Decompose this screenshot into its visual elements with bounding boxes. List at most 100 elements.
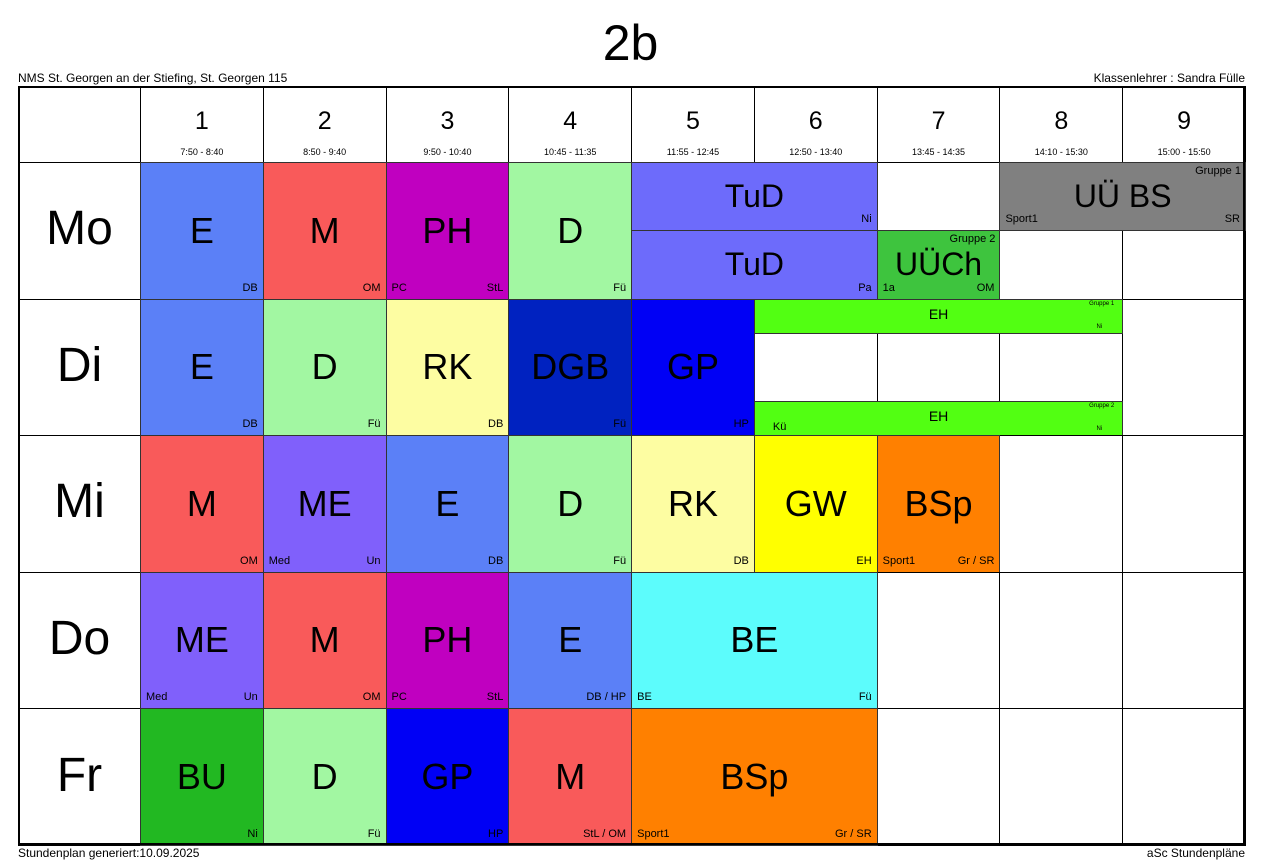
subject: UÜ BS xyxy=(1073,177,1172,214)
title: 2b xyxy=(602,15,659,71)
subject: DGB xyxy=(531,346,610,388)
room: BE xyxy=(637,691,652,704)
subject: M xyxy=(186,482,217,524)
room: Med xyxy=(268,554,291,567)
day-cell: Mi xyxy=(18,435,141,573)
period-time: 8:50 - 9:40 xyxy=(303,147,347,157)
teacher: HP xyxy=(733,418,749,431)
teacher: DB xyxy=(488,418,504,431)
subject: M xyxy=(309,619,340,661)
room: Sport1 xyxy=(1005,213,1038,226)
lesson: M OM xyxy=(262,571,387,710)
subject: M xyxy=(309,209,340,251)
lesson: RK DB xyxy=(385,298,510,437)
lesson: UÜ BS Gruppe 1 Sport1 SR xyxy=(999,162,1246,232)
period-time: 9:50 - 10:40 xyxy=(423,147,472,157)
subject: ME xyxy=(174,619,229,661)
subject: ME xyxy=(297,482,352,524)
school: NMS St. Georgen an der Stiefing, St. Geo… xyxy=(18,71,288,85)
period-number: 3 xyxy=(440,107,455,135)
teacher: Ni xyxy=(1096,426,1103,433)
teacher: HP xyxy=(488,827,504,840)
teacher: StL / OM xyxy=(583,827,627,840)
day-name: Di xyxy=(56,338,103,392)
teacher: Pa xyxy=(858,281,872,294)
day-cell: Mo xyxy=(18,162,141,300)
period-number: 1 xyxy=(194,107,209,135)
subject: D xyxy=(557,209,584,251)
teacher: Fü xyxy=(613,554,627,567)
teacher: Ni xyxy=(247,827,258,840)
teacher: OM xyxy=(362,691,381,704)
period-header: 1 7:50 - 8:40 xyxy=(140,86,264,163)
subject: PH xyxy=(422,619,473,661)
teacher: SR xyxy=(1224,213,1240,226)
brand: aSc Stundenpläne xyxy=(1146,846,1245,860)
day-name: Fr xyxy=(56,748,103,802)
period-number: 7 xyxy=(931,107,946,135)
lesson: DGB Fü xyxy=(508,298,633,437)
teacher: DB / HP xyxy=(586,691,627,704)
period-time: 14:10 - 15:30 xyxy=(1034,147,1088,157)
day-name: Mi xyxy=(54,475,105,529)
period-number: 4 xyxy=(563,107,578,135)
period-number: 9 xyxy=(1177,107,1192,135)
room: Med xyxy=(146,691,168,704)
lesson: GW EH xyxy=(753,435,878,573)
subject: D xyxy=(557,482,584,524)
teacher: Fü xyxy=(613,281,627,294)
teacher: Fü xyxy=(367,418,381,431)
teacher: Gr / SR xyxy=(957,554,995,567)
teacher: EH xyxy=(856,554,872,567)
lesson: ME Med Un xyxy=(262,435,387,573)
subject: BSp xyxy=(720,756,789,798)
lesson: BE BE Fü xyxy=(631,571,878,710)
subject: EH xyxy=(928,408,949,425)
subject: GP xyxy=(666,346,719,388)
room: PC xyxy=(391,691,407,704)
group: Gruppe 1 xyxy=(1089,300,1115,307)
group: Gruppe 2 xyxy=(949,233,996,246)
teacher: Gr / SR xyxy=(834,827,872,840)
lesson: E DB xyxy=(385,435,510,573)
lesson: M OM xyxy=(262,162,387,300)
subject: BE xyxy=(730,619,779,661)
teacher: Ni xyxy=(861,213,872,226)
empty-slot xyxy=(1122,708,1246,846)
teacher: Un xyxy=(243,691,258,704)
period-number: 6 xyxy=(808,107,823,135)
teacher: Fü xyxy=(858,691,872,704)
class-teacher: Klassenlehrer : Sandra Fülle xyxy=(1093,71,1245,85)
empty-slot xyxy=(999,435,1124,573)
lesson: TuD Ni xyxy=(631,162,878,232)
subject: RK xyxy=(667,482,718,524)
grid-frame xyxy=(18,86,1245,845)
empty-slot xyxy=(999,708,1124,846)
subject: PH xyxy=(422,209,473,251)
lesson: D Fü xyxy=(508,435,633,573)
subject: E xyxy=(189,209,214,251)
room: Kü xyxy=(772,421,787,434)
lesson: D Fü xyxy=(262,708,387,846)
period-time: 12:50 - 13:40 xyxy=(789,147,843,157)
lesson: E DB xyxy=(140,298,264,437)
lesson: GP HP xyxy=(385,708,510,846)
lesson: M StL / OM xyxy=(508,708,633,846)
lesson: RK DB xyxy=(631,435,755,573)
subject: M xyxy=(555,756,586,798)
subject: GW xyxy=(784,482,847,524)
period-time: 15:00 - 15:50 xyxy=(1157,147,1211,157)
day-name: Mo xyxy=(46,202,113,256)
teacher: StL xyxy=(486,691,504,704)
subject: EH xyxy=(928,305,949,322)
room: Sport1 xyxy=(882,554,916,567)
lesson: D Fü xyxy=(508,162,633,300)
teacher: OM xyxy=(976,281,995,294)
subject: E xyxy=(189,346,214,388)
room: 1a xyxy=(882,281,895,294)
teacher: StL xyxy=(486,281,504,294)
period-header: 9 15:00 - 15:50 xyxy=(1122,86,1246,163)
teacher: DB xyxy=(733,554,749,567)
period-time: 11:55 - 12:45 xyxy=(666,147,720,157)
